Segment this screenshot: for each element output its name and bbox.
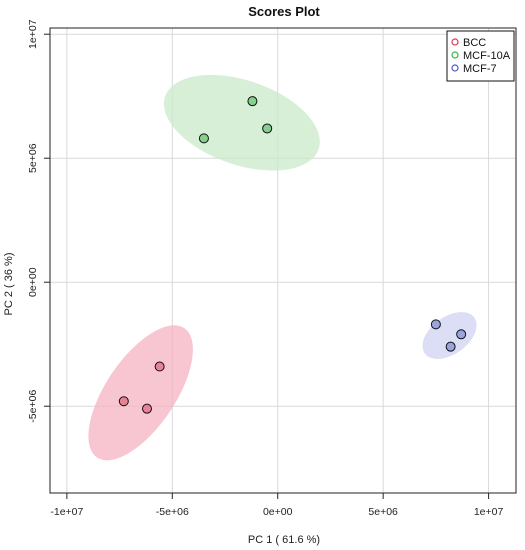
y-axis-title: PC 2 ( 36 %)	[3, 253, 15, 316]
y-tick-label: 0e+00	[27, 267, 39, 297]
legend-marker-mcf-7	[451, 64, 459, 72]
point-bcc	[154, 361, 165, 372]
x-tick-label: 1e+07	[474, 506, 504, 518]
y-tick-label: 1e+07	[27, 19, 39, 49]
ellipse-bcc	[88, 325, 193, 461]
point-mcf-10a	[262, 123, 273, 134]
data-points	[118, 96, 467, 414]
x-axis-title: PC 1 ( 61.6 %)	[248, 534, 320, 546]
point-mcf-7	[456, 329, 467, 340]
legend-label-bcc: BCC	[463, 37, 486, 49]
x-tick-label: 0e+00	[263, 506, 293, 518]
point-bcc	[141, 403, 152, 414]
point-bcc	[118, 396, 129, 407]
chart-title: Scores Plot	[248, 4, 320, 19]
x-tick-label: 5e+06	[368, 506, 398, 518]
point-mcf-10a	[198, 133, 209, 144]
y-tick-label: -5e+06	[27, 390, 39, 423]
legend-label-mcf-7: MCF-7	[463, 63, 497, 75]
legend-marker-mcf-10a	[451, 51, 459, 59]
plot-frame	[49, 27, 517, 494]
x-tick-label: -1e+07	[50, 506, 83, 518]
confidence-ellipses	[88, 74, 477, 461]
x-tick-label: -5e+06	[156, 506, 189, 518]
y-tick-label: 5e+06	[27, 143, 39, 173]
point-mcf-7	[445, 341, 456, 352]
ellipse-mcf-10a	[163, 74, 320, 171]
axes: -1e+07 -5e+06 0e+00 5e+06 1e+07 -5e+06 0e+00 5e…	[27, 19, 503, 518]
ellipse-mcf-7	[422, 312, 477, 359]
legend-marker-bcc	[451, 38, 459, 46]
legend-label-mcf-10a: MCF-10A	[463, 50, 511, 62]
point-mcf-7	[430, 319, 441, 330]
point-mcf-10a	[247, 96, 258, 107]
